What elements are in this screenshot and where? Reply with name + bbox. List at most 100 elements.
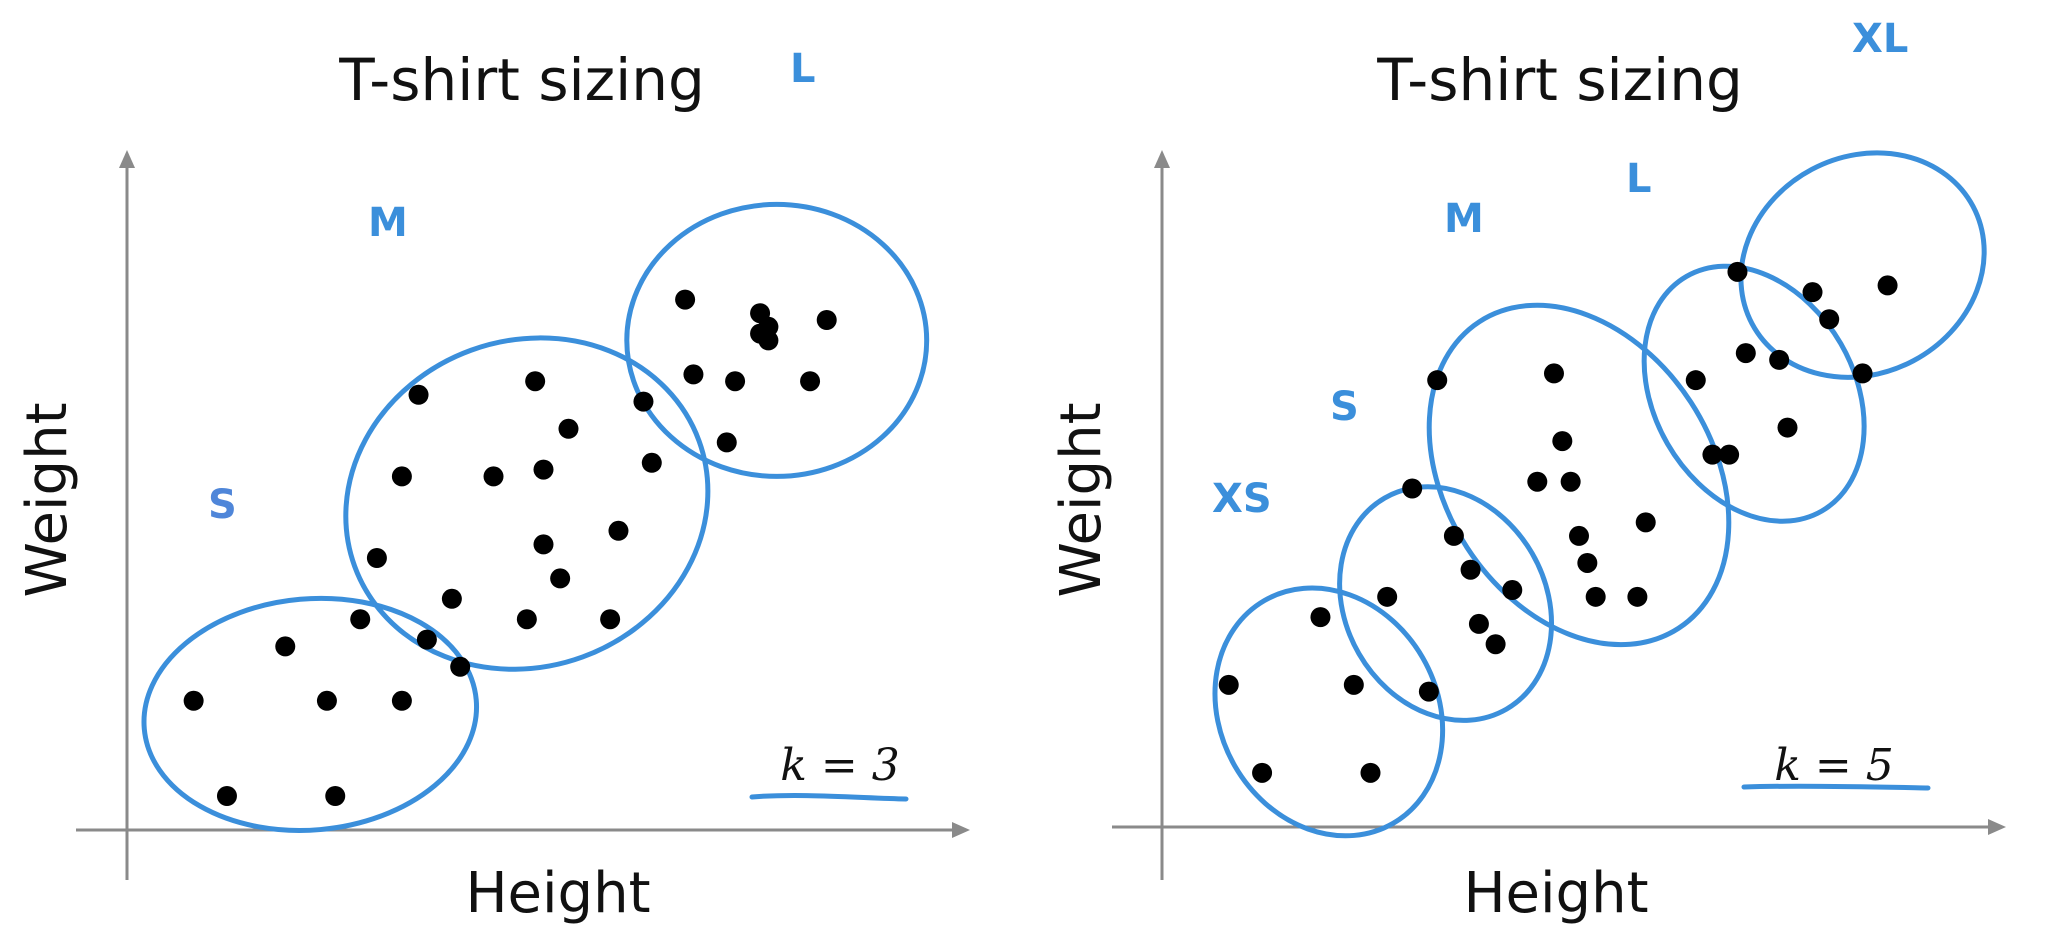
data-point bbox=[1485, 634, 1506, 655]
clusters-group: XS S M L XL bbox=[1212, 16, 1987, 839]
data-point bbox=[1310, 607, 1331, 628]
data-point bbox=[641, 452, 662, 473]
data-point bbox=[525, 371, 546, 392]
cluster-ellipse-l bbox=[624, 201, 930, 479]
x-axis-arrow-icon bbox=[1988, 819, 2006, 835]
cluster-label-l: L bbox=[790, 46, 816, 92]
data-point bbox=[1802, 282, 1823, 303]
data-point bbox=[316, 690, 337, 711]
data-point bbox=[1769, 349, 1790, 370]
data-point bbox=[1777, 417, 1798, 438]
data-point bbox=[408, 384, 429, 405]
cluster-ellipse-m bbox=[343, 335, 711, 672]
points-group bbox=[183, 289, 837, 806]
k-underline bbox=[1741, 783, 1931, 791]
cluster-label-xl: XL bbox=[1852, 16, 1908, 62]
x-axis-arrow-icon bbox=[952, 822, 970, 838]
data-point bbox=[1877, 275, 1898, 296]
data-point bbox=[450, 656, 471, 677]
data-point bbox=[1218, 674, 1239, 695]
k-label: k = 5 bbox=[1774, 740, 1894, 791]
cluster-label-xs: XS bbox=[1212, 476, 1272, 522]
data-point bbox=[350, 609, 371, 630]
data-point bbox=[1577, 552, 1598, 573]
y-axis-label: Weight bbox=[15, 402, 80, 597]
data-point bbox=[1427, 370, 1448, 391]
data-point bbox=[216, 786, 237, 806]
data-point bbox=[600, 609, 621, 630]
data-point bbox=[683, 364, 704, 385]
data-point bbox=[1569, 525, 1589, 546]
data-point bbox=[533, 459, 554, 480]
data-point bbox=[1418, 681, 1439, 702]
cluster-label-m: M bbox=[368, 200, 408, 246]
cluster-label-s: S bbox=[208, 482, 237, 528]
data-point bbox=[533, 534, 554, 555]
data-point bbox=[1627, 586, 1648, 607]
cluster-ellipse-s bbox=[1337, 484, 1555, 723]
data-point bbox=[1527, 471, 1548, 492]
data-point bbox=[1360, 762, 1381, 783]
points-group bbox=[1218, 261, 1898, 783]
data-point bbox=[1735, 343, 1756, 364]
data-point bbox=[391, 466, 412, 487]
data-point bbox=[633, 391, 654, 412]
data-point bbox=[391, 690, 412, 711]
data-point bbox=[550, 568, 571, 589]
data-point bbox=[275, 636, 296, 657]
clusters-group: S M L bbox=[141, 46, 930, 833]
data-point bbox=[1460, 559, 1481, 580]
y-axis-arrow-icon bbox=[1154, 150, 1170, 168]
data-point bbox=[816, 310, 837, 330]
cluster-ellipse-s bbox=[141, 595, 480, 833]
chart-title: T-shirt sizing bbox=[1376, 46, 1743, 114]
data-point bbox=[1685, 370, 1706, 391]
chart-title: T-shirt sizing bbox=[338, 46, 705, 114]
data-point bbox=[675, 289, 696, 310]
data-point bbox=[558, 418, 579, 439]
y-axis-label: Weight bbox=[1049, 402, 1114, 597]
y-axis-arrow-icon bbox=[119, 150, 135, 168]
x-axis-label: Height bbox=[465, 861, 650, 926]
data-point bbox=[1702, 444, 1723, 465]
data-point bbox=[416, 629, 437, 650]
cluster-label-m: M bbox=[1444, 196, 1484, 242]
data-point bbox=[750, 303, 771, 324]
data-point bbox=[725, 371, 746, 392]
data-point bbox=[1819, 309, 1840, 330]
data-point bbox=[1468, 613, 1489, 634]
data-point bbox=[483, 466, 504, 487]
data-point bbox=[1402, 478, 1423, 499]
data-point bbox=[516, 609, 537, 630]
x-axis-label: Height bbox=[1463, 861, 1648, 926]
data-point bbox=[183, 690, 204, 711]
cluster-ellipse-xs bbox=[1212, 585, 1446, 839]
data-point bbox=[1635, 512, 1656, 533]
data-point bbox=[800, 371, 821, 392]
chart-k3: T-shirt sizing Weight Height S M L k = 3 bbox=[15, 46, 970, 926]
k-label: k = 3 bbox=[780, 740, 900, 791]
data-point bbox=[758, 330, 779, 351]
data-point bbox=[1252, 762, 1273, 783]
data-point bbox=[1377, 586, 1398, 607]
cluster-label-l: L bbox=[1626, 156, 1652, 202]
cluster-label-s: S bbox=[1330, 384, 1359, 430]
data-point bbox=[1552, 431, 1573, 452]
chart-k5: T-shirt sizing Weight Height XS S M L XL k =… bbox=[1049, 16, 2006, 926]
data-point bbox=[1852, 363, 1873, 384]
data-point bbox=[1443, 525, 1464, 546]
data-point bbox=[325, 786, 346, 806]
cluster-ellipse-xl bbox=[1738, 150, 1987, 380]
k-underline bbox=[749, 792, 909, 802]
data-point bbox=[716, 432, 737, 453]
data-point bbox=[608, 520, 629, 541]
data-point bbox=[441, 588, 462, 609]
cluster-ellipse-l bbox=[1641, 263, 1867, 524]
data-point bbox=[1343, 674, 1364, 695]
data-point bbox=[1719, 444, 1740, 465]
cluster-ellipse-m bbox=[1426, 302, 1732, 648]
data-point bbox=[1543, 363, 1564, 384]
data-point bbox=[1560, 471, 1581, 492]
data-point bbox=[1727, 261, 1748, 282]
